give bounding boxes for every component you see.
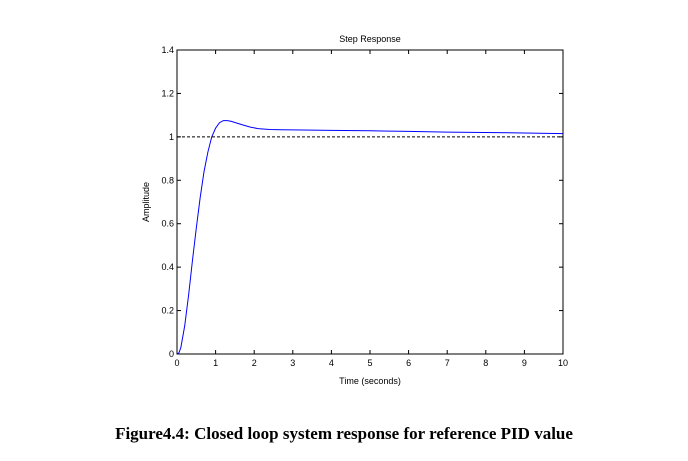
x-tick-label: 6	[406, 358, 411, 368]
x-tick-label: 0	[174, 358, 179, 368]
x-tick-label: 8	[483, 358, 488, 368]
y-tick-label: 1.4	[161, 45, 174, 55]
y-tick-label: 1.2	[161, 88, 174, 98]
x-tick-label: 2	[252, 358, 257, 368]
y-tick-label: 0.6	[161, 219, 174, 229]
x-tick-label: 3	[290, 358, 295, 368]
x-tick-label: 10	[558, 358, 568, 368]
x-tick-label: 9	[522, 358, 527, 368]
y-axis-label: Amplitude	[141, 182, 151, 222]
y-tick-label: 0.8	[161, 175, 174, 185]
y-tick-label: 0.4	[161, 262, 174, 272]
x-tick-label: 5	[367, 358, 372, 368]
x-tick-label: 7	[445, 358, 450, 368]
step-response-line	[176, 120, 564, 355]
x-tick-label: 1	[213, 358, 218, 368]
x-tick-label: 4	[329, 358, 334, 368]
y-tick-label: 0.2	[161, 306, 174, 316]
chart-title: Step Response	[339, 34, 401, 44]
plot-area	[176, 49, 564, 355]
axis-ticks: 0 1 2 3 4 5 6 7 8 9 10 0 0.2 0.4 0.6 0.8 1 1.2 1.4	[161, 45, 568, 368]
y-tick-label: 0	[169, 349, 174, 359]
data-lines	[176, 120, 564, 355]
x-axis-label: Time (seconds)	[339, 376, 401, 386]
y-tick-label: 1	[169, 132, 174, 142]
figure-caption: Figure4.4: Closed loop system response f…	[115, 424, 573, 443]
